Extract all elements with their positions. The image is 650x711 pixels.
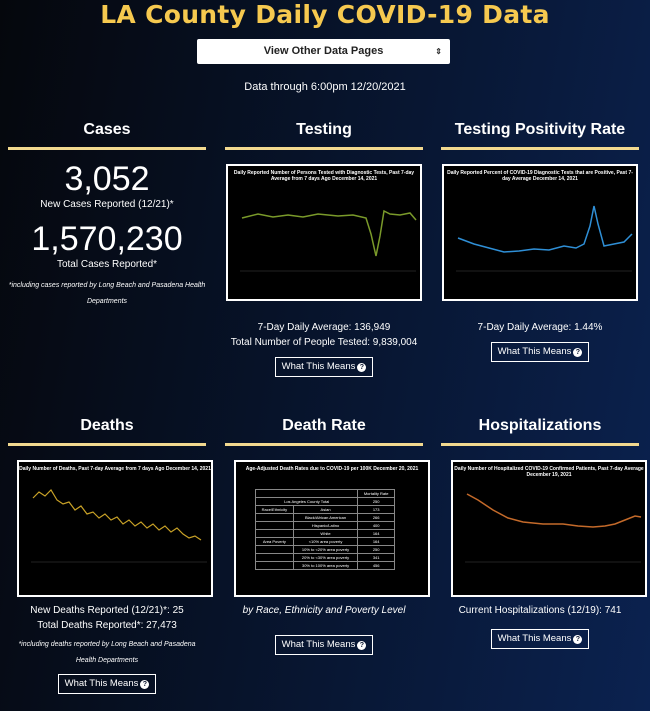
table-row: Hispanic/Latino 400 xyxy=(255,521,395,530)
deaths-new: New Deaths Reported (12/21)*: 25 xyxy=(30,605,184,616)
cases-section: Cases 3,052 New Cases Reported (12/21)* … xyxy=(8,119,206,310)
data-pages-select[interactable]: View Other Data Pages ⇕ xyxy=(197,39,450,64)
testing-chart-title: Daily Reported Number of Persons Tested … xyxy=(233,170,415,182)
death-rate-heading: Death Rate xyxy=(282,417,366,434)
positivity-rule xyxy=(441,147,639,150)
new-cases-label: New Cases Reported (12/21)* xyxy=(40,199,174,210)
table-row: Race/Ethnicity Asian 173 xyxy=(255,505,395,514)
hosp-chart-title: Daily Number of Hospitalized COVID-19 Co… xyxy=(454,466,644,478)
deaths-chart-area: Daily Number of Deaths, Past 7-day Avera… xyxy=(19,462,211,595)
new-cases-value: 3,052 xyxy=(64,160,150,198)
deaths-note: *including deaths reported by Long Beach… xyxy=(18,641,196,664)
table-row: Area Poverty <10% area poverty 164 xyxy=(255,537,395,546)
total-cases-value: 1,570,230 xyxy=(31,220,183,258)
testing-stats: 7-Day Daily Average: 136,949 Total Numbe… xyxy=(225,320,423,377)
deaths-total: Total Deaths Reported*: 27,473 xyxy=(37,620,177,631)
deaths-heading: Deaths xyxy=(80,417,134,434)
deaths-chart[interactable]: Daily Number of Deaths, Past 7-day Avera… xyxy=(17,460,213,597)
table-row: 30% to 100% area poverty 456 xyxy=(255,561,395,570)
data-through-text: Data through 6:00pm 12/20/2021 xyxy=(244,81,406,93)
positivity-chart-area: Daily Reported Percent of COVID-19 Diagn… xyxy=(444,166,636,299)
testing-line xyxy=(241,209,417,257)
total-cases-label: Total Cases Reported* xyxy=(56,259,158,270)
positivity-section: Testing Positivity Rate xyxy=(441,119,639,150)
cases-heading: Cases xyxy=(83,121,131,138)
hosp-chart-area: Daily Number of Hospitalized COVID-19 Co… xyxy=(453,462,645,595)
death-rate-table: Mortality Rate Los Angeles County Total 2… xyxy=(254,489,395,570)
testing-chart-area: Daily Reported Number of Persons Tested … xyxy=(228,166,420,299)
hosp-rule xyxy=(441,443,639,446)
deaths-line xyxy=(32,489,202,541)
question-icon: ? xyxy=(140,680,150,689)
hosp-current: Current Hospitalizations (12/19): 741 xyxy=(458,605,622,616)
table-header: Mortality Rate xyxy=(357,489,395,498)
positivity-heading: Testing Positivity Rate xyxy=(454,121,626,138)
testing-chart-svg xyxy=(240,209,417,272)
positivity-chart-title: Daily Reported Percent of COVID-19 Diagn… xyxy=(447,170,633,182)
cases-rule xyxy=(8,147,206,150)
deaths-rule xyxy=(8,443,206,446)
positivity-line xyxy=(457,205,633,253)
testing-what-label: What This Means xyxy=(281,361,356,372)
question-icon: ? xyxy=(573,635,583,644)
question-icon: ? xyxy=(573,348,583,357)
positivity-stats: 7-Day Daily Average: 1.44% What This Mea… xyxy=(441,320,639,362)
testing-rule xyxy=(225,147,423,150)
testing-heading: Testing xyxy=(296,121,352,138)
hosp-chart[interactable]: Daily Number of Hospitalized COVID-19 Co… xyxy=(451,460,647,597)
death-rate-section: Death Rate xyxy=(225,415,423,446)
deaths-what-label: What This Means xyxy=(64,678,139,689)
death-rate-what-label: What This Means xyxy=(281,639,356,650)
positivity-avg: 7-Day Daily Average: 1.44% xyxy=(477,322,603,333)
death-rate-rule xyxy=(225,443,423,446)
deaths-chart-title: Daily Number of Deaths, Past 7-day Avera… xyxy=(19,466,211,472)
select-label: View Other Data Pages xyxy=(263,45,384,57)
positivity-chart[interactable]: Daily Reported Percent of COVID-19 Diagn… xyxy=(442,164,638,301)
hosp-what-label: What This Means xyxy=(497,633,572,644)
positivity-what-button[interactable]: What This Means? xyxy=(490,342,590,362)
table-row: 10% to <20% area poverty 250 xyxy=(255,545,395,554)
testing-total: Total Number of People Tested: 9,839,004 xyxy=(230,337,418,348)
hosp-chart-svg xyxy=(465,493,642,563)
table-region: Los Angeles County Total xyxy=(254,497,359,506)
testing-avg: 7-Day Daily Average: 136,949 xyxy=(257,322,391,333)
death-rate-chart-title: Age-Adjusted Death Rates due to COVID-19… xyxy=(245,466,419,472)
hosp-stats: Current Hospitalizations (12/19): 741 Wh… xyxy=(441,603,639,649)
positivity-chart-svg xyxy=(456,205,633,272)
table-corner xyxy=(254,489,359,498)
death-rate-chart-area: Age-Adjusted Death Rates due to COVID-19… xyxy=(236,462,428,595)
hosp-what-button[interactable]: What This Means? xyxy=(490,629,590,649)
hosp-line xyxy=(466,493,642,528)
select-arrow-icon: ⇕ xyxy=(435,47,442,56)
table-total: 250 xyxy=(357,497,395,506)
death-rate-caption: by Race, Ethnicity and Poverty Level xyxy=(242,605,406,616)
cases-note: *including cases reported by Long Beach … xyxy=(8,282,206,305)
question-icon: ? xyxy=(357,641,367,650)
deaths-section: Deaths xyxy=(8,415,206,446)
testing-what-button[interactable]: What This Means? xyxy=(274,357,374,377)
hosp-heading: Hospitalizations xyxy=(478,417,602,434)
deaths-what-button[interactable]: What This Means? xyxy=(57,674,157,694)
page-title: LA County Daily COVID-19 Data xyxy=(100,0,550,29)
testing-section: Testing xyxy=(225,119,423,150)
table-row: White 164 xyxy=(255,529,395,538)
question-icon: ? xyxy=(357,363,367,372)
table-row: Black/African American 266 xyxy=(255,513,395,522)
positivity-what-label: What This Means xyxy=(497,346,572,357)
deaths-stats: New Deaths Reported (12/21)*: 25 Total D… xyxy=(8,603,206,694)
testing-chart[interactable]: Daily Reported Number of Persons Tested … xyxy=(226,164,422,301)
death-rate-stats: by Race, Ethnicity and Poverty Level Wha… xyxy=(225,603,423,655)
death-rate-chart[interactable]: Age-Adjusted Death Rates due to COVID-19… xyxy=(234,460,430,597)
death-rate-what-button[interactable]: What This Means? xyxy=(274,635,374,655)
deaths-chart-svg xyxy=(31,489,207,563)
table-row: 20% to <30% area poverty 341 xyxy=(255,553,395,562)
hosp-section: Hospitalizations xyxy=(441,415,639,446)
